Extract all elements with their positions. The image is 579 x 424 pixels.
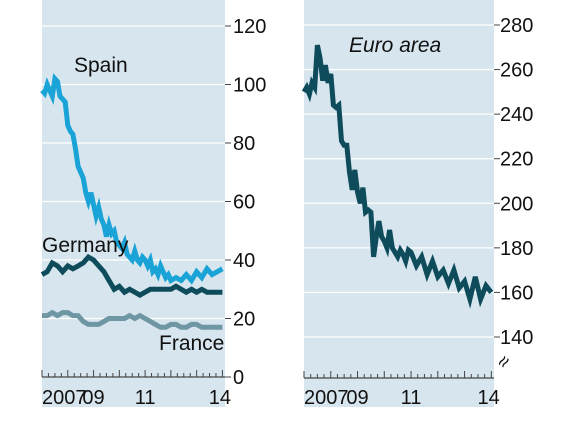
x-tick-label: 2007	[42, 387, 87, 409]
x-tick-label: 11	[135, 387, 156, 409]
plot-background	[42, 0, 225, 407]
y-tick-label: 180	[500, 238, 533, 260]
x-tick-label: 09	[346, 387, 368, 409]
label-france: France	[159, 332, 224, 355]
y-tick-label: 100	[233, 75, 266, 97]
x-tick-label: 2007	[304, 387, 349, 409]
x-tick-label: 14	[478, 387, 500, 409]
x-tick-label: 09	[82, 387, 104, 409]
label-spain: Spain	[74, 54, 128, 77]
y-tick-label: 80	[233, 133, 255, 155]
y-tick-label: 40	[233, 250, 255, 272]
x-tick-label: 14	[209, 387, 231, 409]
y-tick-label: 220	[500, 149, 533, 171]
y-tick-label: 60	[233, 192, 255, 214]
series-line-spain	[40, 73, 224, 285]
series-line-france	[42, 309, 223, 330]
y-tick-label: 140	[500, 327, 533, 349]
y-tick-label: 200	[500, 193, 533, 215]
y-tick-label: 260	[500, 60, 533, 82]
series-line-euro-area	[301, 44, 494, 309]
y-tick-label: 120	[233, 16, 266, 38]
y-tick-label: 240	[500, 104, 533, 126]
x-tick-label: 11	[401, 387, 422, 409]
y-tick-label: 20	[233, 309, 255, 331]
y-tick-label: 280	[500, 15, 533, 37]
y-tick-label: 0	[233, 367, 244, 389]
label-germany: Germany	[42, 234, 129, 257]
axis-break-mark: ≈	[492, 351, 516, 373]
y-tick-label: 160	[500, 282, 533, 304]
series-line-germany	[40, 253, 223, 298]
label-euro-area: Euro area	[349, 34, 441, 57]
